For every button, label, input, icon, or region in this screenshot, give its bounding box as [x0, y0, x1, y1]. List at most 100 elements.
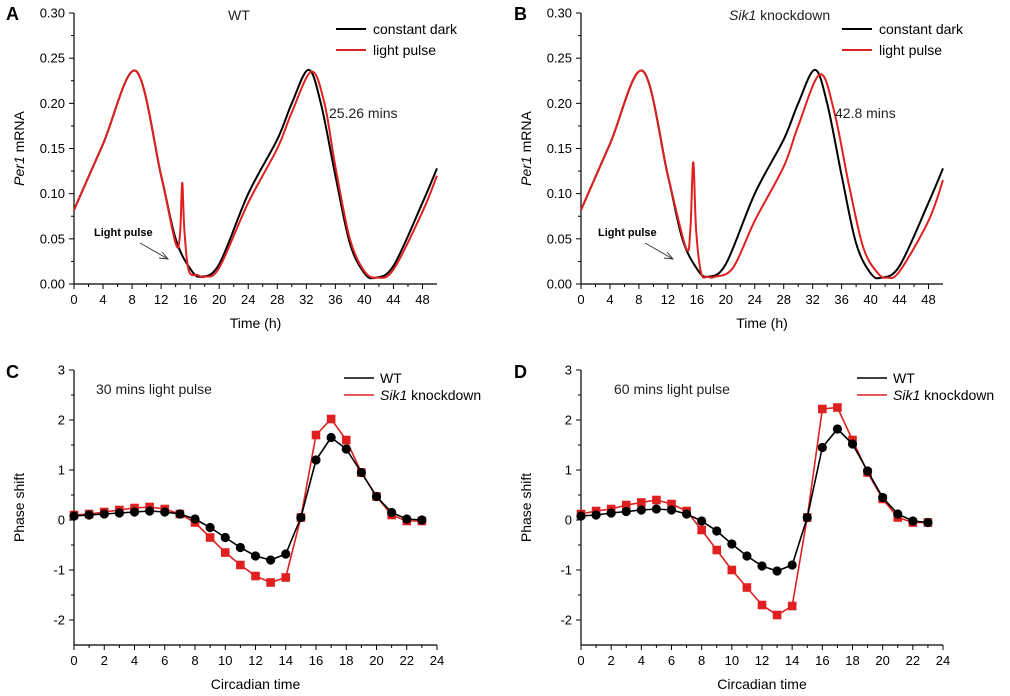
y-tick-label: 0.00 [40, 277, 65, 292]
y-tick-label: 0.05 [40, 231, 65, 246]
y-tick-label: 0.30 [40, 6, 65, 21]
x-tick-label: 0 [577, 292, 584, 307]
data-point-sik1-knockdown [772, 610, 782, 620]
light-pulse-annotation: Light pulse [94, 227, 153, 239]
light-pulse-arrow [139, 242, 169, 260]
data-point-sik1-knockdown [818, 404, 827, 414]
y-tick-label: 0.20 [547, 96, 572, 111]
y-tick-label: -1 [560, 563, 572, 578]
data-point-wt [114, 508, 124, 518]
x-tick-label: 32 [299, 292, 313, 307]
data-point-wt [681, 509, 692, 519]
x-tick-label: 44 [892, 292, 906, 307]
series-line-wt [73, 436, 422, 561]
x-tick-label: 40 [863, 292, 877, 307]
y-tick-label: 3 [58, 363, 65, 378]
data-point-wt [802, 512, 812, 523]
data-point-wt [281, 549, 291, 559]
data-point-wt [387, 507, 397, 518]
panel-b: B0 4 8 12 16 20 24 28 32 36 40 44 480.000.050.100.15… [514, 4, 964, 331]
y-tick-label: 0.10 [40, 186, 65, 201]
x-tick-label: 12 [248, 653, 262, 668]
y-tick-label: -2 [53, 613, 65, 628]
y-axis-label-rest: mRNA [518, 111, 534, 157]
data-point-sik1-knockdown [326, 414, 336, 424]
x-tick-label: 48 [921, 292, 935, 307]
data-point-wt [266, 555, 276, 565]
y-tick-label: 0 [565, 513, 572, 528]
legend-rest: knockdown [407, 387, 481, 403]
data-point-sik1-knockdown [727, 565, 737, 575]
y-tick-label: 0 [58, 513, 65, 528]
x-tick-label: 4 [131, 653, 138, 668]
x-tick-label: 24 [748, 292, 762, 307]
data-point-sik1-knockdown [205, 533, 215, 542]
data-point-wt [175, 509, 185, 519]
x-tick-label: 24 [936, 653, 950, 668]
legend-label: Sik1 knockdown [380, 387, 481, 403]
x-tick-label: 14 [785, 653, 799, 668]
x-tick-label: 32 [805, 292, 819, 307]
legend-rest: knockdown [920, 387, 994, 403]
x-tick-label: 18 [845, 653, 859, 668]
data-point-wt [636, 505, 646, 515]
legend-gene: Sik1 [893, 387, 920, 403]
light-pulse-arrow [644, 242, 674, 260]
x-tick-label: 12 [661, 292, 675, 307]
data-point-wt [356, 467, 366, 478]
panel-c: C0 2 4 6 8 10 12 14 16 18 20 22 24-2-10123Circadian … [6, 362, 481, 692]
y-tick-label: 0.00 [547, 277, 572, 292]
y-tick-label: 0.30 [547, 6, 572, 21]
x-tick-label: 40 [357, 292, 371, 307]
y-tick-label: 2 [565, 413, 572, 428]
legend-label: Sik1 knockdown [893, 387, 994, 403]
x-tick-label: 12 [154, 292, 168, 307]
y-axis-label: Phase shift [518, 473, 534, 542]
y-tick-label: 0.05 [547, 231, 572, 246]
data-point-wt [772, 566, 782, 576]
data-point-wt [220, 532, 230, 543]
legend-label: WT [893, 370, 915, 386]
y-axis-label-rest: mRNA [11, 111, 27, 157]
x-tick-label: 0 [70, 653, 77, 668]
data-point-wt [190, 514, 200, 524]
y-axis-label-gene: Per1 [518, 156, 534, 186]
data-point-wt [205, 522, 215, 533]
data-point-wt [591, 510, 601, 520]
data-point-wt [651, 504, 662, 514]
data-point-sik1-knockdown [220, 548, 230, 557]
y-tick-label: 0.15 [547, 141, 572, 156]
data-point-wt [862, 466, 873, 476]
y-tick-label: 0.25 [40, 51, 65, 66]
x-tick-label: 8 [128, 292, 135, 307]
x-tick-label: 22 [906, 653, 920, 668]
panel-title: Sik1 knockdown [729, 7, 830, 23]
data-point-sik1-knockdown [742, 583, 752, 592]
x-tick-label: 16 [690, 292, 704, 307]
data-point-wt [727, 539, 737, 549]
data-point-sik1-knockdown [757, 600, 767, 610]
y-tick-label: 0.20 [40, 96, 65, 111]
data-point-wt [712, 526, 722, 536]
series-line-sik1-knockdown [73, 417, 422, 584]
legend-label: light pulse [373, 42, 436, 58]
x-tick-label: 16 [183, 292, 197, 307]
data-point-sik1-knockdown [667, 499, 676, 509]
data-point-wt [697, 516, 707, 526]
data-point-wt [757, 561, 767, 571]
data-point-sik1-knockdown [652, 495, 661, 505]
data-point-sik1-knockdown [236, 560, 245, 570]
series-line-wt [580, 427, 928, 572]
data-point-wt [893, 509, 903, 519]
x-tick-label: 6 [668, 653, 675, 668]
light-pulse-arrowhead [663, 251, 675, 260]
x-axis-label: Time (h) [230, 315, 282, 331]
data-point-wt [417, 515, 427, 525]
data-point-wt [878, 492, 888, 503]
x-tick-label: 10 [218, 653, 232, 668]
x-tick-label: 8 [191, 653, 198, 668]
data-point-wt [576, 511, 586, 521]
y-tick-label: 3 [565, 363, 572, 378]
panel-title: 30 mins light pulse [96, 381, 212, 397]
